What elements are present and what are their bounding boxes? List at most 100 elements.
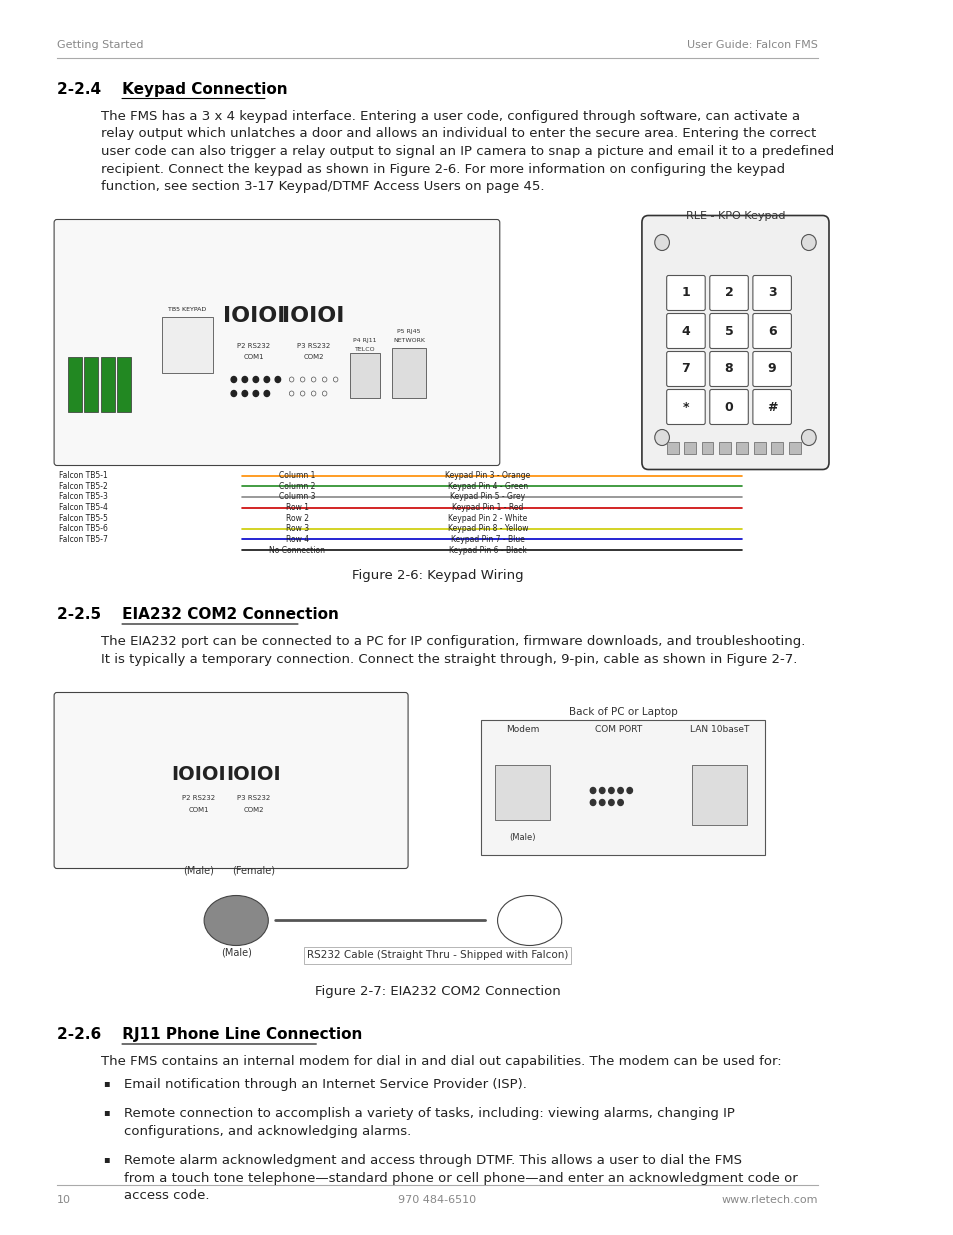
Text: 0: 0 <box>724 400 733 414</box>
Text: 3: 3 <box>767 287 776 300</box>
Circle shape <box>598 788 604 794</box>
Text: Falcon TB5-5: Falcon TB5-5 <box>59 514 108 522</box>
Text: Back of PC or Laptop: Back of PC or Laptop <box>568 708 677 718</box>
Circle shape <box>626 788 632 794</box>
Text: 2-2.6    RJ11 Phone Line Connection: 2-2.6 RJ11 Phone Line Connection <box>57 1028 362 1042</box>
Circle shape <box>253 390 258 396</box>
Text: Falcon TB5-3: Falcon TB5-3 <box>59 493 108 501</box>
Text: COM1: COM1 <box>243 354 264 361</box>
FancyBboxPatch shape <box>54 220 499 466</box>
Circle shape <box>608 788 614 794</box>
FancyBboxPatch shape <box>709 352 747 387</box>
Text: User Guide: Falcon FMS: User Guide: Falcon FMS <box>686 40 817 49</box>
Text: RS232 Cable (Straight Thru - Shipped with Falcon): RS232 Cable (Straight Thru - Shipped wit… <box>307 951 568 961</box>
Text: TB5 KEYPAD: TB5 KEYPAD <box>168 306 206 311</box>
Text: The EIA232 port can be connected to a PC for IP configuration, firmware download: The EIA232 port can be connected to a PC… <box>101 636 804 648</box>
Text: (Male): (Male) <box>183 866 214 876</box>
Text: function, see section 3-17 Keypad/DTMF Access Users on page 45.: function, see section 3-17 Keypad/DTMF A… <box>101 180 544 193</box>
Text: Keypad Pin 7 - Blue: Keypad Pin 7 - Blue <box>451 535 524 543</box>
Text: 9: 9 <box>767 363 776 375</box>
Circle shape <box>590 788 596 794</box>
FancyBboxPatch shape <box>666 275 704 310</box>
Text: Keypad Pin 4 - Green: Keypad Pin 4 - Green <box>447 482 527 490</box>
Text: configurations, and acknowledging alarms.: configurations, and acknowledging alarms… <box>124 1125 411 1137</box>
Text: (Male): (Male) <box>220 947 252 957</box>
Text: Figure 2-6: Keypad Wiring: Figure 2-6: Keypad Wiring <box>352 569 522 583</box>
Text: No Connection: No Connection <box>269 546 325 555</box>
Text: COM PORT: COM PORT <box>595 725 641 735</box>
FancyBboxPatch shape <box>752 275 791 310</box>
Text: COM2: COM2 <box>303 354 323 361</box>
Text: (Female): (Female) <box>233 866 275 876</box>
Bar <box>495 766 549 820</box>
FancyBboxPatch shape <box>54 693 408 868</box>
Bar <box>770 442 782 454</box>
Text: Getting Started: Getting Started <box>57 40 143 49</box>
Ellipse shape <box>497 895 561 946</box>
Text: P3 RS232: P3 RS232 <box>296 342 330 348</box>
Bar <box>162 317 213 373</box>
Text: P3 RS232: P3 RS232 <box>237 795 271 802</box>
Ellipse shape <box>204 895 268 946</box>
Text: 2-2.4    Keypad Connection: 2-2.4 Keypad Connection <box>57 82 287 98</box>
Circle shape <box>608 799 614 805</box>
Text: 4: 4 <box>680 325 690 337</box>
Text: from a touch tone telephone—standard phone or cell phone—and enter an acknowledg: from a touch tone telephone—standard pho… <box>124 1172 797 1186</box>
Text: The FMS contains an internal modem for dial in and dial out capabilities. The mo: The FMS contains an internal modem for d… <box>101 1056 781 1068</box>
Bar <box>101 357 114 412</box>
Text: www.rletech.com: www.rletech.com <box>720 1195 817 1205</box>
Text: Column 3: Column 3 <box>279 493 315 501</box>
Circle shape <box>231 377 236 383</box>
Bar <box>391 347 426 398</box>
Circle shape <box>231 390 236 396</box>
Text: Email notification through an Internet Service Provider (ISP).: Email notification through an Internet S… <box>124 1078 526 1091</box>
Bar <box>117 357 131 412</box>
Circle shape <box>264 390 270 396</box>
Circle shape <box>253 377 258 383</box>
Bar <box>753 442 765 454</box>
Text: Keypad Pin 8 - Yellow: Keypad Pin 8 - Yellow <box>447 525 528 534</box>
FancyBboxPatch shape <box>752 352 791 387</box>
Text: The FMS has a 3 x 4 keypad interface. Entering a user code, configured through s: The FMS has a 3 x 4 keypad interface. En… <box>101 110 800 124</box>
Text: Row 2: Row 2 <box>286 514 309 522</box>
Text: 1: 1 <box>680 287 690 300</box>
Circle shape <box>590 799 596 805</box>
FancyBboxPatch shape <box>709 275 747 310</box>
Text: P2 RS232: P2 RS232 <box>182 795 215 802</box>
Circle shape <box>598 799 604 805</box>
Text: 10: 10 <box>57 1195 71 1205</box>
Text: Keypad Pin 6 - Black: Keypad Pin 6 - Black <box>449 546 526 555</box>
Text: IOIOI: IOIOI <box>223 306 285 326</box>
Text: COM1: COM1 <box>189 808 209 814</box>
Text: Column 1: Column 1 <box>279 472 315 480</box>
Text: Row 1: Row 1 <box>286 503 309 513</box>
Text: IOIOI: IOIOI <box>282 306 344 326</box>
Circle shape <box>654 235 669 251</box>
Text: *: * <box>682 400 688 414</box>
Bar <box>84 357 98 412</box>
Text: (Male): (Male) <box>509 834 536 842</box>
Text: 5: 5 <box>724 325 733 337</box>
Text: TELCO: TELCO <box>355 347 375 352</box>
FancyBboxPatch shape <box>666 389 704 425</box>
Text: Keypad Pin 2 - White: Keypad Pin 2 - White <box>448 514 527 522</box>
Text: P2 RS232: P2 RS232 <box>237 342 271 348</box>
Circle shape <box>242 390 248 396</box>
Text: Column 2: Column 2 <box>279 482 315 490</box>
Text: user code can also trigger a relay output to signal an IP camera to snap a pictu: user code can also trigger a relay outpu… <box>101 144 833 158</box>
Text: LAN 10baseT: LAN 10baseT <box>689 725 748 735</box>
Circle shape <box>274 377 280 383</box>
Text: RLE - KPO Keypad: RLE - KPO Keypad <box>685 211 784 221</box>
Text: 7: 7 <box>680 363 690 375</box>
Text: ▪: ▪ <box>104 1078 111 1088</box>
Bar <box>666 442 678 454</box>
FancyBboxPatch shape <box>709 389 747 425</box>
Bar <box>683 442 696 454</box>
Text: Falcon TB5-6: Falcon TB5-6 <box>59 525 108 534</box>
FancyBboxPatch shape <box>666 314 704 348</box>
Text: COM2: COM2 <box>244 808 264 814</box>
Circle shape <box>801 430 816 446</box>
Bar <box>480 720 764 856</box>
Text: Falcon TB5-7: Falcon TB5-7 <box>59 535 108 543</box>
Circle shape <box>654 430 669 446</box>
